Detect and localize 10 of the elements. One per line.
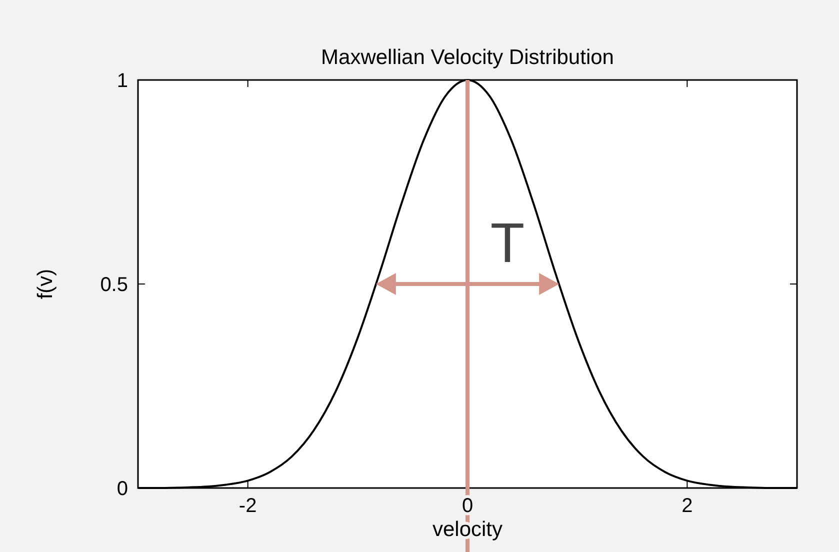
- y-tick-label: 0.5: [100, 274, 128, 296]
- chart-title: Maxwellian Velocity Distribution: [321, 46, 614, 69]
- x-tick-label: 0: [462, 495, 474, 517]
- x-axis-title: velocity: [432, 518, 504, 541]
- y-tick-label: 1: [116, 70, 128, 92]
- x-tick-label: 2: [682, 495, 693, 517]
- x-tick-label: -2: [238, 495, 257, 517]
- y-tick-label: 0: [116, 478, 128, 500]
- y-axis-title: f(v): [34, 268, 57, 300]
- annotation: T: [490, 211, 525, 274]
